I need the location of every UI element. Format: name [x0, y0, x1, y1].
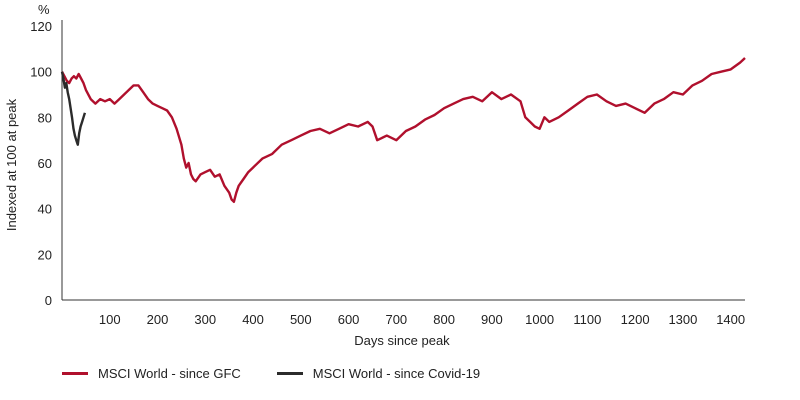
y-axis-title: Indexed at 100 at peak — [4, 98, 19, 231]
x-tick-label: 300 — [194, 312, 216, 327]
legend-swatch-covid — [276, 372, 303, 375]
y-tick-label: 0 — [45, 293, 52, 308]
y-tick-label: 80 — [38, 110, 52, 125]
y-tick-label: 20 — [38, 247, 52, 262]
axes — [61, 20, 745, 301]
y-tick-label: 60 — [38, 156, 52, 171]
x-tick-label: 1300 — [668, 312, 697, 327]
legend-item-gfc[interactable]: MSCI World - since GFC — [62, 366, 241, 381]
y-tick-label: 100 — [30, 65, 52, 80]
x-tick-label: 1000 — [525, 312, 554, 327]
y-unit-label: % — [38, 2, 50, 17]
x-tick-label: 100 — [99, 312, 121, 327]
x-tick-label: 1400 — [716, 312, 745, 327]
x-tick-label: 700 — [385, 312, 407, 327]
series-line-covid — [60, 71, 87, 146]
x-tick-label: 1100 — [573, 312, 601, 327]
y-tick-label: 40 — [38, 202, 52, 217]
x-tick-label: 600 — [338, 312, 360, 327]
legend-item-covid[interactable]: MSCI World - since Covid-19 — [276, 366, 481, 381]
legend-label-gfc: MSCI World - since GFC — [98, 366, 241, 381]
series-line-gfc — [60, 57, 746, 204]
x-tick-label: 400 — [242, 312, 264, 327]
x-tick-label: 800 — [433, 312, 455, 327]
y-tick-label: 120 — [30, 19, 52, 34]
legend: MSCI World - since GFC MSCI World - sinc… — [62, 366, 480, 381]
tick-labels: 0 20 40 60 80 100 120 100 200 300 400 500 600 700 800 9… — [30, 19, 745, 327]
x-axis-title: Days since peak — [354, 333, 450, 348]
x-tick-label: 200 — [147, 312, 169, 327]
x-tick-label: 500 — [290, 312, 312, 327]
x-tick-label: 900 — [481, 312, 503, 327]
series-layer — [60, 57, 746, 204]
legend-swatch-gfc — [62, 372, 88, 375]
x-tick-label: 1200 — [621, 312, 650, 327]
legend-label-covid: MSCI World - since Covid-19 — [312, 366, 481, 381]
